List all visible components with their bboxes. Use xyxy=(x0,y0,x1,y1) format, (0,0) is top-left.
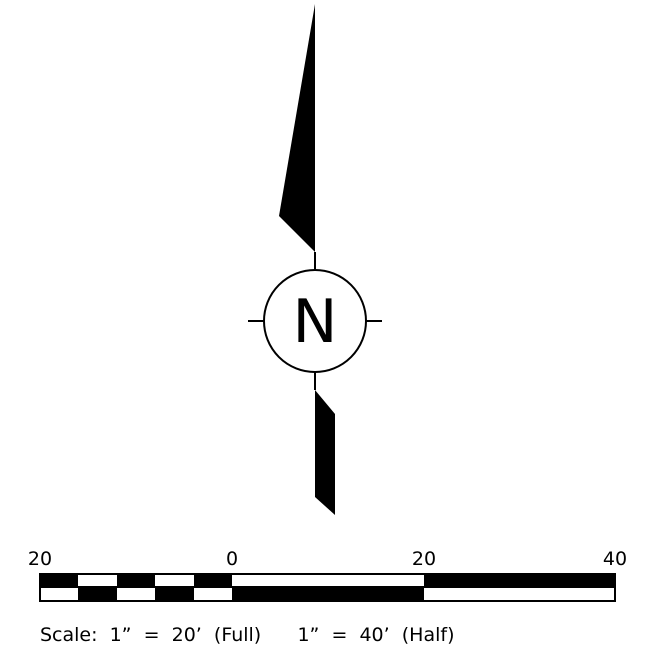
scale-bar-outline-top xyxy=(39,573,616,602)
scale-caption: Scale: 1” = 20’ (Full) 1” = 40’ (Half) xyxy=(40,624,454,646)
scale-segment xyxy=(424,574,615,587)
scale-label-40: 40 xyxy=(603,548,627,570)
scale-bar xyxy=(39,573,616,602)
scale-segment xyxy=(194,574,232,587)
scale-segment xyxy=(117,574,155,587)
scale-label-zero: 0 xyxy=(226,548,238,570)
north-letter: N xyxy=(293,287,338,357)
scale-bar-labels: 20 0 20 40 xyxy=(28,548,627,570)
scale-label-20: 20 xyxy=(412,548,436,570)
north-arrow-upper-blade xyxy=(279,4,315,252)
scale-segment xyxy=(40,574,78,587)
scale-segment xyxy=(78,587,117,601)
north-arrow-lower-blade xyxy=(315,390,335,515)
scale-segment xyxy=(232,587,424,601)
north-arrow: N xyxy=(248,4,382,515)
scale-segment xyxy=(155,587,194,601)
scale-label-left-20: 20 xyxy=(28,548,52,570)
